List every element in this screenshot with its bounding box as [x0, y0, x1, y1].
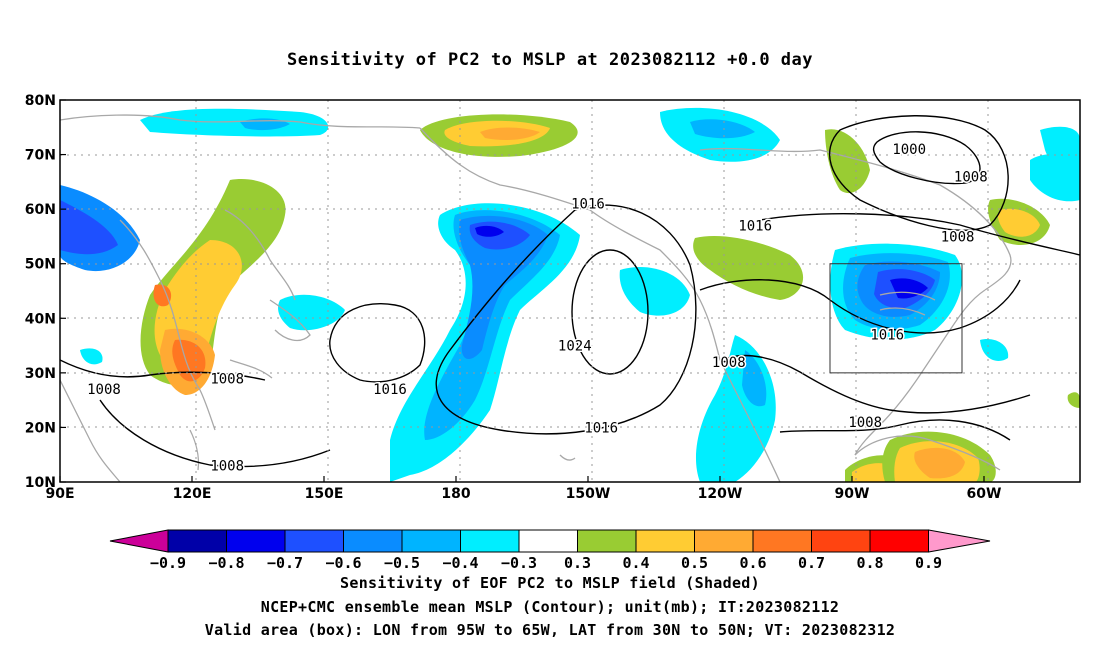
- contour-label: 1008: [848, 415, 882, 431]
- map-frame: [59, 99, 1081, 483]
- lat-tick-label: 30N: [25, 366, 56, 382]
- colorbar-swatch: [167, 529, 227, 553]
- colorbar-swatch: [752, 529, 812, 553]
- contour-label: 1016: [571, 197, 605, 213]
- lat-tick-label: 40N: [25, 311, 56, 327]
- page-title: Sensitivity of PC2 to MSLP at 2023082112…: [286, 50, 813, 70]
- colorbar-label: −0.4: [442, 554, 478, 572]
- contour-label: 1016: [870, 328, 904, 344]
- lat-tick-label: 70N: [25, 148, 56, 164]
- lon-tick-label: 120E: [173, 486, 212, 502]
- colorbar-swatch: [869, 529, 929, 553]
- contour-label: 1008: [87, 382, 121, 398]
- contour-label: 1016: [738, 219, 772, 235]
- lat-tick-label: 80N: [25, 93, 56, 109]
- contour-label-layer: 1000 1008 1016 1016 1008 1024 1016 1016 1008 1016…: [86, 141, 990, 477]
- contour-label: 1024: [558, 339, 592, 355]
- contour-label: 1008: [210, 459, 244, 475]
- colorbar: −0.9 −0.8 −0.7 −0.6 −0.5 −0.4 −0.3 0.3 0.4 0.5 0.6…: [109, 529, 991, 572]
- mslp-contours: [60, 115, 1080, 468]
- colorbar-swatch: [577, 529, 637, 553]
- lat-tick-label: 20N: [25, 420, 56, 436]
- colorbar-swatch: [811, 529, 871, 553]
- contour-label: 1008: [210, 371, 244, 387]
- lat-tick-label: 10N: [25, 475, 56, 491]
- colorbar-label: 0.7: [798, 554, 825, 572]
- contour-label: 1016: [373, 382, 407, 398]
- colorbar-label: −0.5: [384, 554, 420, 572]
- contour-label: 1008: [941, 229, 975, 245]
- contour-label: 1008: [712, 355, 746, 371]
- colorbar-swatch: [694, 529, 754, 553]
- contour-label: 1008: [954, 169, 988, 185]
- valid-area-box: [829, 263, 963, 374]
- colorbar-label: −0.7: [267, 554, 303, 572]
- colorbar-label: 0.3: [564, 554, 591, 572]
- valid-area-box-layer: [829, 263, 963, 374]
- colorbar-label: −0.8: [208, 554, 244, 572]
- colorbar-swatch: [284, 529, 344, 553]
- lon-tick-label: 150E: [305, 486, 344, 502]
- colorbar-arrow-low: [109, 529, 169, 553]
- caption-line-2: NCEP+CMC ensemble mean MSLP (Contour); u…: [260, 598, 840, 616]
- lon-tick-label: 120W: [698, 486, 743, 502]
- lon-tick-label: 150W: [566, 486, 611, 502]
- graticule: [60, 100, 1080, 482]
- colorbar-swatch: [635, 529, 695, 553]
- colorbar-label: 0.6: [739, 554, 766, 572]
- lon-tick-label: 60W: [967, 486, 1002, 502]
- colorbar-label: 0.9: [915, 554, 942, 572]
- lon-tick-label: 90W: [835, 486, 870, 502]
- colorbar-label: −0.3: [501, 554, 537, 572]
- caption-line-1: Sensitivity of EOF PC2 to MSLP field (Sh…: [340, 574, 760, 592]
- lat-tick-label: 50N: [25, 257, 56, 273]
- contour-label: 1000: [892, 142, 926, 158]
- colorbar-label: −0.9: [150, 554, 186, 572]
- lon-tick-label: 180: [441, 486, 470, 502]
- lat-tick-label: 60N: [25, 202, 56, 218]
- colorbar-label: 0.4: [622, 554, 649, 572]
- contour-label: 1016: [584, 420, 618, 436]
- map-layers: [60, 107, 1080, 482]
- colorbar-swatch: [401, 529, 461, 553]
- colorbar-label: 0.5: [681, 554, 708, 572]
- colorbar-swatch: [343, 529, 403, 553]
- lon-tick-label: 90E: [45, 486, 74, 502]
- caption-line-3: Valid area (box): LON from 95W to 65W, L…: [204, 621, 896, 639]
- colorbar-label: −0.6: [325, 554, 361, 572]
- colorbar-swatch: [226, 529, 286, 553]
- colorbar-label: 0.8: [856, 554, 883, 572]
- colorbar-arrow-high: [928, 529, 991, 553]
- colorbar-swatch: [460, 529, 520, 553]
- colorbar-swatch: [518, 529, 578, 553]
- sensitivity-shading: [60, 107, 1080, 482]
